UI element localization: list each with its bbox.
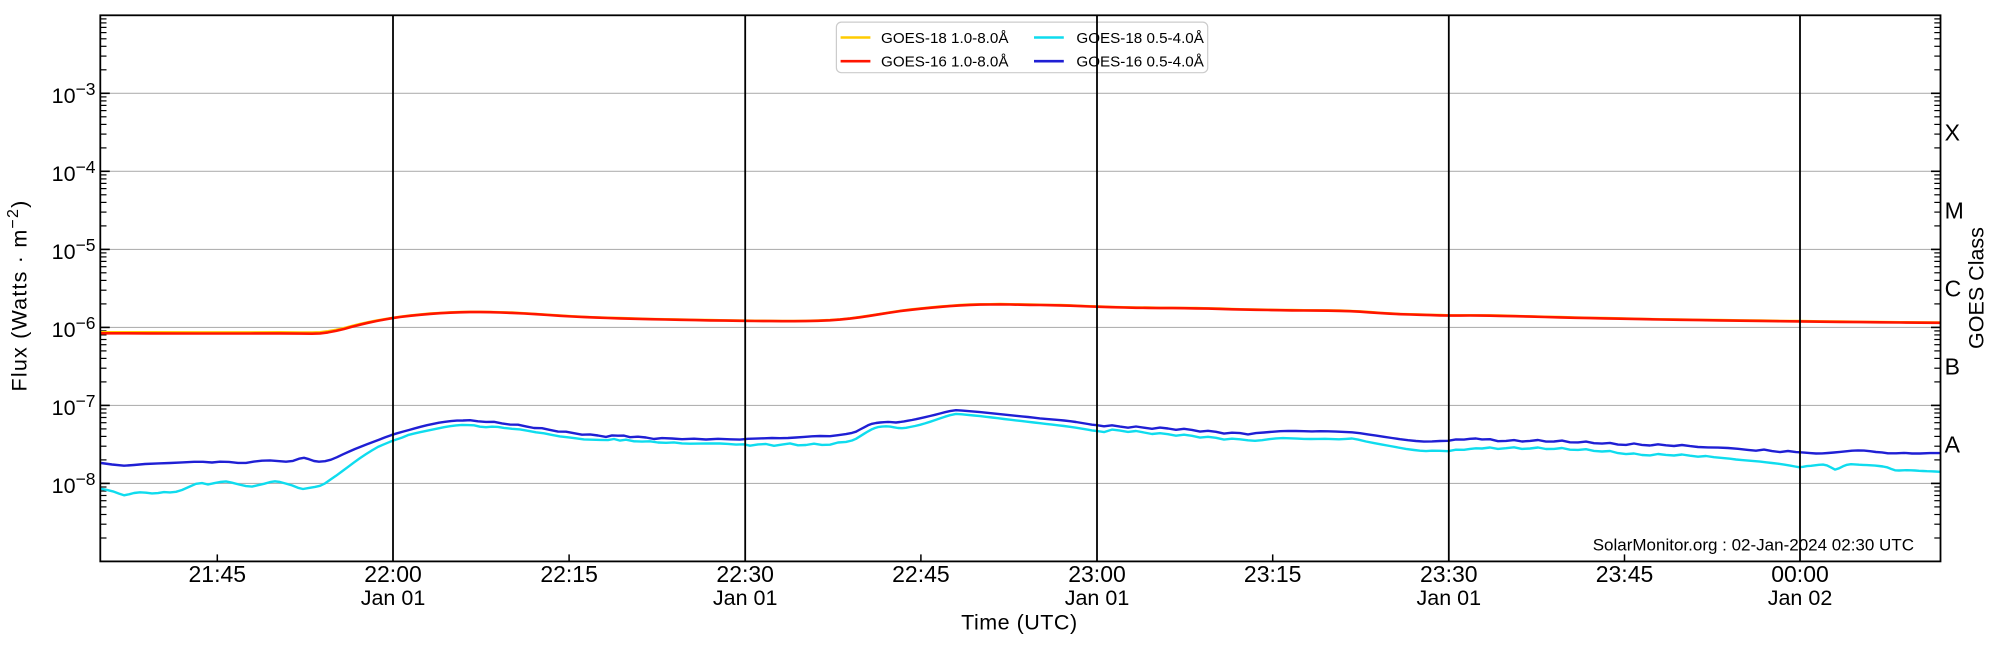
svg-text:GOES-16 1.0-8.0Å: GOES-16 1.0-8.0Å xyxy=(881,54,1009,71)
svg-text:23:15: 23:15 xyxy=(1244,561,1302,587)
svg-text:B: B xyxy=(1945,353,1960,379)
svg-text:Jan 01: Jan 01 xyxy=(361,586,426,610)
svg-text:M: M xyxy=(1945,197,1964,223)
svg-text:22:45: 22:45 xyxy=(892,561,950,587)
svg-text:C: C xyxy=(1945,275,1962,301)
svg-text:A: A xyxy=(1945,431,1961,457)
svg-text:GOES-18 1.0-8.0Å: GOES-18 1.0-8.0Å xyxy=(881,30,1009,47)
svg-text:23:00: 23:00 xyxy=(1068,561,1126,587)
svg-text:GOES-16 0.5-4.0Å: GOES-16 0.5-4.0Å xyxy=(1076,54,1204,71)
svg-text:SolarMonitor.org : 02-Jan-2024: SolarMonitor.org : 02-Jan-2024 02:30 UTC xyxy=(1593,536,1914,555)
svg-text:Jan 01: Jan 01 xyxy=(713,586,778,610)
svg-text:Flux (Watts · m−2): Flux (Watts · m−2) xyxy=(5,200,32,392)
svg-text:23:30: 23:30 xyxy=(1420,561,1478,587)
svg-text:Jan 02: Jan 02 xyxy=(1768,586,1833,610)
svg-text:Jan 01: Jan 01 xyxy=(1417,586,1482,610)
svg-text:00:00: 00:00 xyxy=(1771,561,1829,587)
svg-text:22:15: 22:15 xyxy=(540,561,598,587)
svg-text:X: X xyxy=(1945,119,1960,145)
svg-text:21:45: 21:45 xyxy=(189,561,247,587)
svg-text:Jan 01: Jan 01 xyxy=(1065,586,1130,610)
svg-text:10−5: 10−5 xyxy=(52,235,96,264)
svg-text:22:00: 22:00 xyxy=(364,561,422,587)
svg-text:GOES-18 0.5-4.0Å: GOES-18 0.5-4.0Å xyxy=(1076,30,1204,47)
svg-text:23:45: 23:45 xyxy=(1596,561,1654,587)
svg-text:Time (UTC): Time (UTC) xyxy=(961,611,1077,635)
svg-text:22:30: 22:30 xyxy=(716,561,774,587)
svg-text:GOES Class: GOES Class xyxy=(1965,227,1989,349)
